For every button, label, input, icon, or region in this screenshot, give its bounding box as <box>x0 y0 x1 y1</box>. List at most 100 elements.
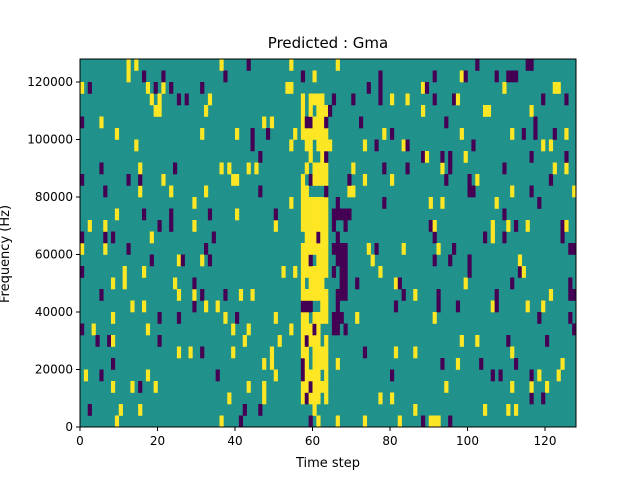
heatmap-cell <box>308 220 313 232</box>
heatmap-cell <box>324 335 329 347</box>
heatmap-cell <box>142 266 147 278</box>
heatmap-cell <box>525 59 530 71</box>
heatmap-cell <box>157 220 162 232</box>
heatmap-cell <box>312 231 317 244</box>
heatmap-cell <box>289 139 294 152</box>
heatmap-cell <box>390 392 395 405</box>
heatmap-cell <box>262 116 267 129</box>
heatmap-cell <box>494 289 499 301</box>
heatmap-cell <box>300 128 306 140</box>
heatmap-cell <box>428 197 433 209</box>
heatmap-cell <box>250 139 255 152</box>
heatmap-cell <box>374 243 379 255</box>
heatmap-cell <box>300 346 306 359</box>
heatmap-cell <box>300 266 306 278</box>
heatmap-cell <box>312 116 317 129</box>
heatmap-cell <box>343 266 348 278</box>
heatmap-cell <box>510 381 515 393</box>
heatmap-cell <box>289 59 294 71</box>
heatmap-cell <box>192 289 197 301</box>
heatmap-cell <box>347 174 352 186</box>
heatmap-cell <box>541 93 546 106</box>
heatmap-cell <box>556 369 561 382</box>
heatmap-cell <box>145 323 151 336</box>
heatmap-cell <box>440 358 445 370</box>
heatmap-cell <box>300 323 306 336</box>
heatmap-cell <box>207 93 213 106</box>
heatmap-cell <box>324 220 329 232</box>
heatmap-cell <box>428 220 433 232</box>
heatmap-cell <box>568 243 573 255</box>
heatmap-cell <box>463 151 468 163</box>
heatmap-cell <box>529 105 534 117</box>
heatmap-cell <box>149 254 154 267</box>
heatmap-cell <box>362 139 368 152</box>
heatmap-cell <box>312 335 317 347</box>
heatmap-cell <box>510 185 515 198</box>
heatmap-cell <box>223 289 228 301</box>
heatmap-cell <box>401 289 406 301</box>
heatmap-cell <box>126 243 131 255</box>
heatmap-cell <box>99 116 104 129</box>
heatmap-cell <box>405 139 410 152</box>
heatmap-cell <box>316 266 321 278</box>
heatmap-cell <box>173 162 178 175</box>
heatmap-cell <box>262 392 267 405</box>
heatmap-cell <box>250 128 255 140</box>
heatmap-cell <box>173 277 178 290</box>
heatmap-cell <box>343 243 348 255</box>
heatmap-cell <box>320 220 325 232</box>
heatmap-cell <box>521 266 526 278</box>
heatmap-cell <box>231 174 236 186</box>
heatmap-cell <box>355 312 360 324</box>
heatmap-cell <box>266 128 271 140</box>
heatmap-cell <box>192 277 197 290</box>
heatmap-cell <box>335 197 340 209</box>
heatmap-cell <box>351 185 356 198</box>
heatmap-cell <box>231 346 236 359</box>
heatmap-cell <box>529 59 534 71</box>
heatmap-cell <box>378 93 383 106</box>
heatmap-cell <box>316 197 321 209</box>
heatmap-cell <box>161 70 166 83</box>
heatmap-cell <box>343 277 348 290</box>
heatmap-cell <box>401 139 406 152</box>
heatmap-cell <box>235 174 240 186</box>
heatmap-cell <box>300 312 306 324</box>
heatmap-cell <box>238 289 244 301</box>
heatmap-cell <box>308 174 313 186</box>
heatmap-cell <box>552 162 557 175</box>
heatmap-cell <box>514 404 519 416</box>
heatmap-cell <box>459 335 464 347</box>
heatmap-cell <box>572 323 577 336</box>
x-tick-label: 0 <box>76 434 84 448</box>
heatmap-cell <box>246 323 251 336</box>
heatmap-cell <box>312 369 317 382</box>
heatmap-cell <box>370 254 375 267</box>
heatmap-cell <box>300 208 306 221</box>
heatmap-cell <box>498 369 503 382</box>
heatmap-cell <box>436 415 441 428</box>
heatmap-cell <box>204 105 209 117</box>
heatmap-cell <box>490 300 495 313</box>
heatmap-cell <box>564 162 569 175</box>
heatmap-cell <box>324 139 329 152</box>
heatmap-cell <box>300 358 306 370</box>
heatmap-cell <box>331 208 337 221</box>
heatmap-cell <box>537 312 542 324</box>
heatmap-cell <box>304 335 309 347</box>
x-tick-label: 120 <box>534 434 557 448</box>
heatmap-cell <box>316 323 321 336</box>
heatmap-cell <box>130 381 135 393</box>
heatmap-cell <box>455 300 461 313</box>
heatmap-cell <box>300 369 306 382</box>
heatmap-cell <box>328 105 333 117</box>
y-tick-label: 0 <box>65 420 73 434</box>
heatmap-cell <box>552 82 557 94</box>
heatmap-cell <box>382 197 387 209</box>
heatmap-cell <box>200 289 205 301</box>
heatmap-cell <box>393 346 399 359</box>
heatmap-cell <box>304 312 309 324</box>
heatmap-cell <box>564 220 569 232</box>
